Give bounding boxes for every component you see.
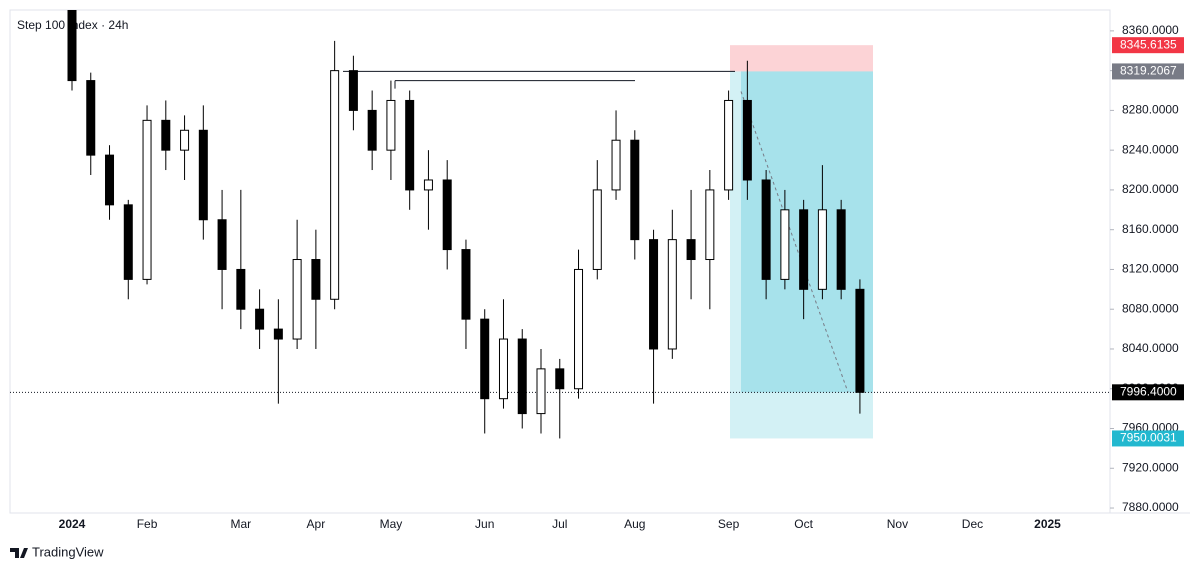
y-tick-label: 8040.0000	[1122, 341, 1179, 355]
candle-body	[574, 268, 584, 390]
x-tick-label: 2025	[1034, 517, 1061, 531]
candle-body	[217, 219, 227, 270]
candle-body	[836, 209, 846, 290]
y-tick-label: 8280.0000	[1122, 103, 1179, 117]
x-tick-label: Sep	[718, 517, 740, 531]
candle-body	[742, 99, 752, 181]
candle-body	[161, 119, 171, 151]
candle-body	[255, 308, 265, 330]
price-label-bg	[1112, 63, 1184, 80]
candle-body	[273, 328, 283, 340]
candle-body	[348, 70, 358, 111]
candle-body	[555, 368, 565, 390]
y-tick-label: 8200.0000	[1122, 182, 1179, 196]
x-tick-label: May	[380, 517, 403, 531]
candle-body	[198, 129, 208, 221]
price-label: 7950.0031	[1120, 431, 1177, 445]
logo: TradingView	[10, 544, 104, 559]
y-tick-label: 8080.0000	[1122, 301, 1179, 315]
y-tick-label: 8240.0000	[1122, 142, 1179, 156]
candle-body	[105, 154, 115, 206]
candle-body	[311, 259, 321, 300]
y-tick-label: 8120.0000	[1122, 262, 1179, 276]
x-tick-label: Jun	[475, 517, 494, 531]
x-tick-label: Mar	[231, 517, 252, 531]
candle-body	[423, 179, 433, 191]
candle-body	[855, 288, 865, 393]
candle-body	[180, 129, 190, 151]
x-tick-label: Oct	[794, 517, 813, 531]
candle-body	[817, 209, 827, 290]
candle-body	[517, 338, 527, 415]
price-label: 7996.4000	[1120, 384, 1177, 398]
candle-body	[498, 338, 508, 400]
price-label-bg	[1112, 430, 1184, 447]
candle-body	[592, 189, 602, 270]
candle-body	[292, 259, 302, 340]
candle-body	[780, 209, 790, 280]
candle-body	[536, 368, 546, 415]
x-tick-label: Apr	[307, 517, 326, 531]
candle-body	[86, 80, 96, 156]
candle-body	[405, 99, 415, 191]
candle-body	[705, 189, 715, 261]
candle-body	[724, 99, 734, 191]
candle-body	[367, 109, 377, 151]
x-tick-label: Dec	[962, 517, 983, 531]
stop-zone	[730, 45, 873, 72]
x-tick-label: Aug	[624, 517, 645, 531]
candle-body	[799, 209, 809, 290]
candle-body	[123, 204, 133, 280]
y-tick-label: 7920.0000	[1122, 460, 1179, 474]
candle-body	[386, 99, 396, 151]
trade-path	[740, 91, 849, 393]
candle-body	[330, 70, 340, 300]
candle-body	[761, 179, 771, 280]
price-label: 8345.6135	[1120, 37, 1177, 51]
candle-body	[667, 239, 677, 350]
x-tick-label: Jul	[552, 517, 567, 531]
price-label-bg	[1112, 37, 1184, 54]
candle-body	[686, 239, 696, 261]
brand: TradingView	[32, 544, 104, 559]
candle-body	[630, 139, 640, 241]
plot-area	[10, 10, 1110, 439]
price-label-bg	[1112, 384, 1184, 401]
candle-body	[611, 139, 621, 191]
x-tick-label: Nov	[887, 517, 908, 531]
candle-body	[67, 10, 77, 82]
x-tick-label: 2024	[59, 517, 86, 531]
candle-body	[480, 318, 490, 400]
candle-body	[461, 249, 471, 320]
candle-body	[142, 119, 152, 280]
y-tick-label: 8160.0000	[1122, 222, 1179, 236]
y-tick-label: 8360.0000	[1122, 23, 1179, 37]
candle-body	[649, 239, 659, 350]
candle-body	[442, 179, 452, 251]
price-label: 8319.2067	[1120, 64, 1177, 78]
x-tick-label: Feb	[137, 517, 158, 531]
y-tick-label: 7880.0000	[1122, 500, 1179, 514]
candle-body	[236, 268, 246, 310]
